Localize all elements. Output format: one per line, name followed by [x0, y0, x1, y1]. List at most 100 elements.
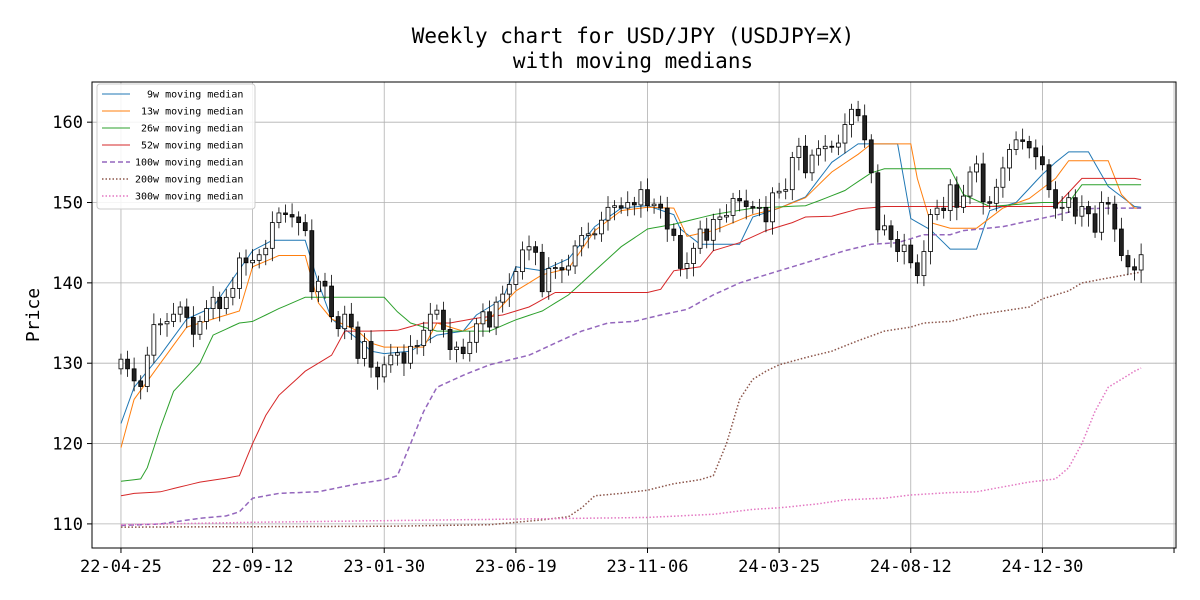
- candle-up: [454, 346, 459, 350]
- candle-up: [796, 145, 802, 158]
- candle-up: [901, 244, 907, 252]
- candle-down: [914, 262, 920, 277]
- series-line-2: [120, 143, 1142, 448]
- candle-up: [467, 341, 473, 354]
- candle-up: [822, 145, 828, 150]
- legend-label: 100w moving median: [135, 158, 243, 169]
- candle-down: [941, 207, 947, 211]
- candle-down: [460, 346, 466, 354]
- candle-up: [835, 142, 841, 148]
- candle-down: [283, 212, 288, 215]
- candle-up: [473, 323, 479, 343]
- legend-label: 200w moving median: [135, 175, 243, 186]
- candle-down: [289, 214, 295, 218]
- candle-up: [717, 216, 723, 220]
- candle-up: [592, 233, 598, 236]
- candle-down: [296, 216, 302, 224]
- series-line-4: [120, 177, 1142, 497]
- candle-up: [730, 198, 736, 216]
- candle-up: [1099, 202, 1105, 233]
- candle-down: [875, 172, 881, 231]
- candle-up: [513, 271, 519, 285]
- candle-up: [197, 321, 203, 335]
- candle-up: [579, 235, 585, 247]
- plot-area-frame: [91, 81, 1177, 549]
- candle-up: [1079, 206, 1085, 217]
- candle-down: [868, 139, 874, 174]
- candle-up: [158, 323, 163, 326]
- candle-down: [131, 368, 137, 382]
- candle-down: [855, 108, 861, 117]
- candle-up: [789, 157, 795, 191]
- x-tick-label: 24-03-25: [738, 557, 820, 577]
- candle-down: [1072, 197, 1078, 217]
- candle-up: [928, 214, 933, 252]
- candle-down: [1086, 206, 1091, 215]
- chart-subtitle: with moving medians: [513, 49, 753, 73]
- series-line-7: [120, 367, 1142, 526]
- moving-median-lines: [120, 143, 1142, 528]
- candle-up: [506, 284, 512, 295]
- candle-up: [526, 246, 532, 251]
- candle-up: [849, 108, 854, 125]
- x-axis-ticks: 22-04-25 22-09-12 23-01-30 23-06-19 23-11-06…: [80, 548, 1175, 577]
- y-tick-label: 110: [52, 515, 83, 535]
- candle-down: [190, 317, 196, 335]
- candle-up: [684, 263, 690, 269]
- candle-down: [895, 239, 900, 252]
- candle-up: [552, 267, 558, 269]
- y-tick-label: 120: [52, 435, 83, 455]
- candle-up: [263, 247, 269, 256]
- y-axis-label: Price: [23, 288, 44, 342]
- candle-down: [539, 251, 545, 293]
- candle-down: [309, 230, 315, 293]
- candle-down: [980, 163, 986, 203]
- candle-up: [967, 171, 973, 197]
- candle-up: [842, 124, 848, 144]
- legend-label: 13w moving median: [135, 107, 243, 118]
- candle-up: [651, 203, 657, 207]
- candle-down: [447, 329, 453, 350]
- legend-label: 26w moving median: [135, 124, 243, 135]
- candle-down: [302, 222, 308, 232]
- candle-up: [1007, 149, 1012, 169]
- candle-down: [1053, 189, 1058, 209]
- candle-down: [401, 352, 407, 364]
- chart-title: Weekly chart for USD/JPY (USDJPY=X): [412, 24, 855, 48]
- candle-up: [421, 329, 427, 346]
- legend-label: 52w moving median: [135, 141, 243, 152]
- candle-up: [783, 189, 789, 192]
- candle-up: [816, 148, 821, 156]
- candle-up: [776, 190, 782, 194]
- candlesticks: [118, 100, 1144, 400]
- candle-down: [704, 228, 710, 241]
- candle-down: [803, 145, 808, 174]
- candle-up: [947, 184, 953, 211]
- candle-up: [691, 247, 696, 264]
- candle-down: [184, 306, 190, 318]
- candle-up: [276, 212, 282, 224]
- candle-up: [434, 309, 440, 315]
- candle-down: [335, 316, 341, 330]
- candle-up: [395, 352, 400, 356]
- x-tick-label: 23-11-06: [607, 557, 689, 577]
- candle-up: [625, 202, 631, 209]
- candle-down: [618, 205, 624, 209]
- series-line-5: [120, 207, 1142, 527]
- candle-up: [223, 296, 229, 309]
- candle-up: [414, 345, 420, 347]
- candle-down: [1033, 147, 1039, 158]
- series-line-3: [120, 168, 1142, 482]
- candle-down: [1020, 139, 1026, 142]
- legend-box: [96, 83, 256, 210]
- candle-up: [770, 192, 775, 223]
- x-tick-label: 22-09-12: [212, 557, 294, 577]
- candle-up: [710, 218, 716, 241]
- candle-up: [269, 222, 275, 249]
- candle-down: [658, 203, 664, 209]
- candle-down: [1046, 164, 1052, 191]
- candle-down: [743, 200, 749, 207]
- y-tick-label: 140: [52, 274, 83, 294]
- candle-up: [697, 228, 703, 249]
- candle-down: [888, 225, 894, 240]
